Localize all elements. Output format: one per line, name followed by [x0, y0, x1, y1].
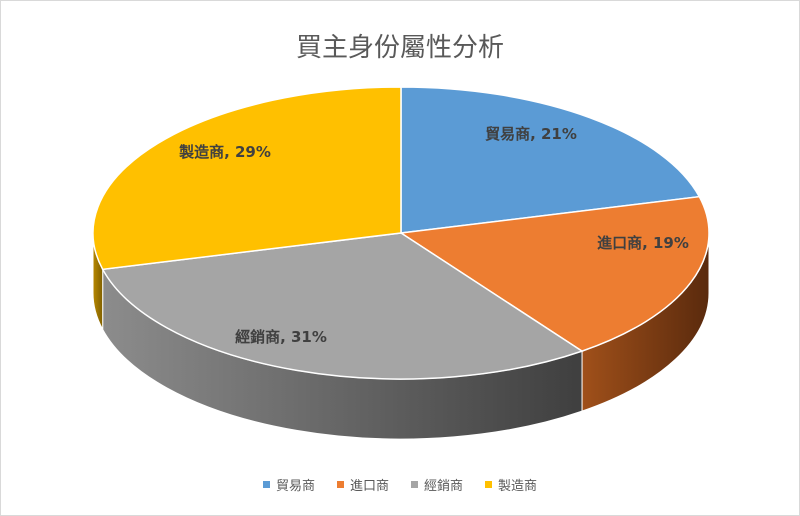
chart-title: 買主身份屬性分析 [295, 33, 504, 63]
pie-slice-經銷商[interactable] [101, 232, 584, 380]
legend-item-製造商[interactable]: 製造商 [485, 475, 537, 494]
legend-swatch [262, 481, 270, 488]
legend-item-進口商[interactable]: 進口商 [336, 475, 389, 494]
legend-label: 進口商 [349, 479, 389, 494]
data-label-經銷商: 經銷商, 31% [235, 328, 327, 346]
legend-swatch [485, 481, 493, 488]
pie-data-labels: 貿易商, 21% 進口商, 19% 經銷商, 31% 製造商, 29% [178, 125, 689, 346]
legend-label: 貿易商 [275, 479, 315, 494]
pie-slice-製造商[interactable] [92, 86, 402, 271]
legend-label: 經銷商 [424, 479, 464, 494]
pie-chart: 貿易商, 21% 進口商, 19% 經銷商, 31% 製造商, 29% [92, 86, 710, 440]
legend-item-經銷商[interactable]: 經銷商 [411, 475, 463, 494]
pie-slice-貿易商[interactable] [400, 86, 701, 234]
pie-slice-進口商[interactable] [398, 195, 710, 352]
data-label-進口商: 進口商, 19% [597, 234, 689, 252]
legend-label: 製造商 [498, 479, 538, 494]
legend-swatch [411, 481, 418, 488]
data-label-貿易商: 貿易商, 21% [485, 125, 577, 143]
chart-legend: 貿易商 進口商 經銷商 製造商 [1, 475, 799, 494]
legend-item-貿易商[interactable]: 貿易商 [262, 475, 315, 494]
legend-swatch [336, 481, 344, 488]
data-label-製造商: 製造商, 29% [178, 143, 271, 161]
pie-slices [92, 86, 710, 380]
